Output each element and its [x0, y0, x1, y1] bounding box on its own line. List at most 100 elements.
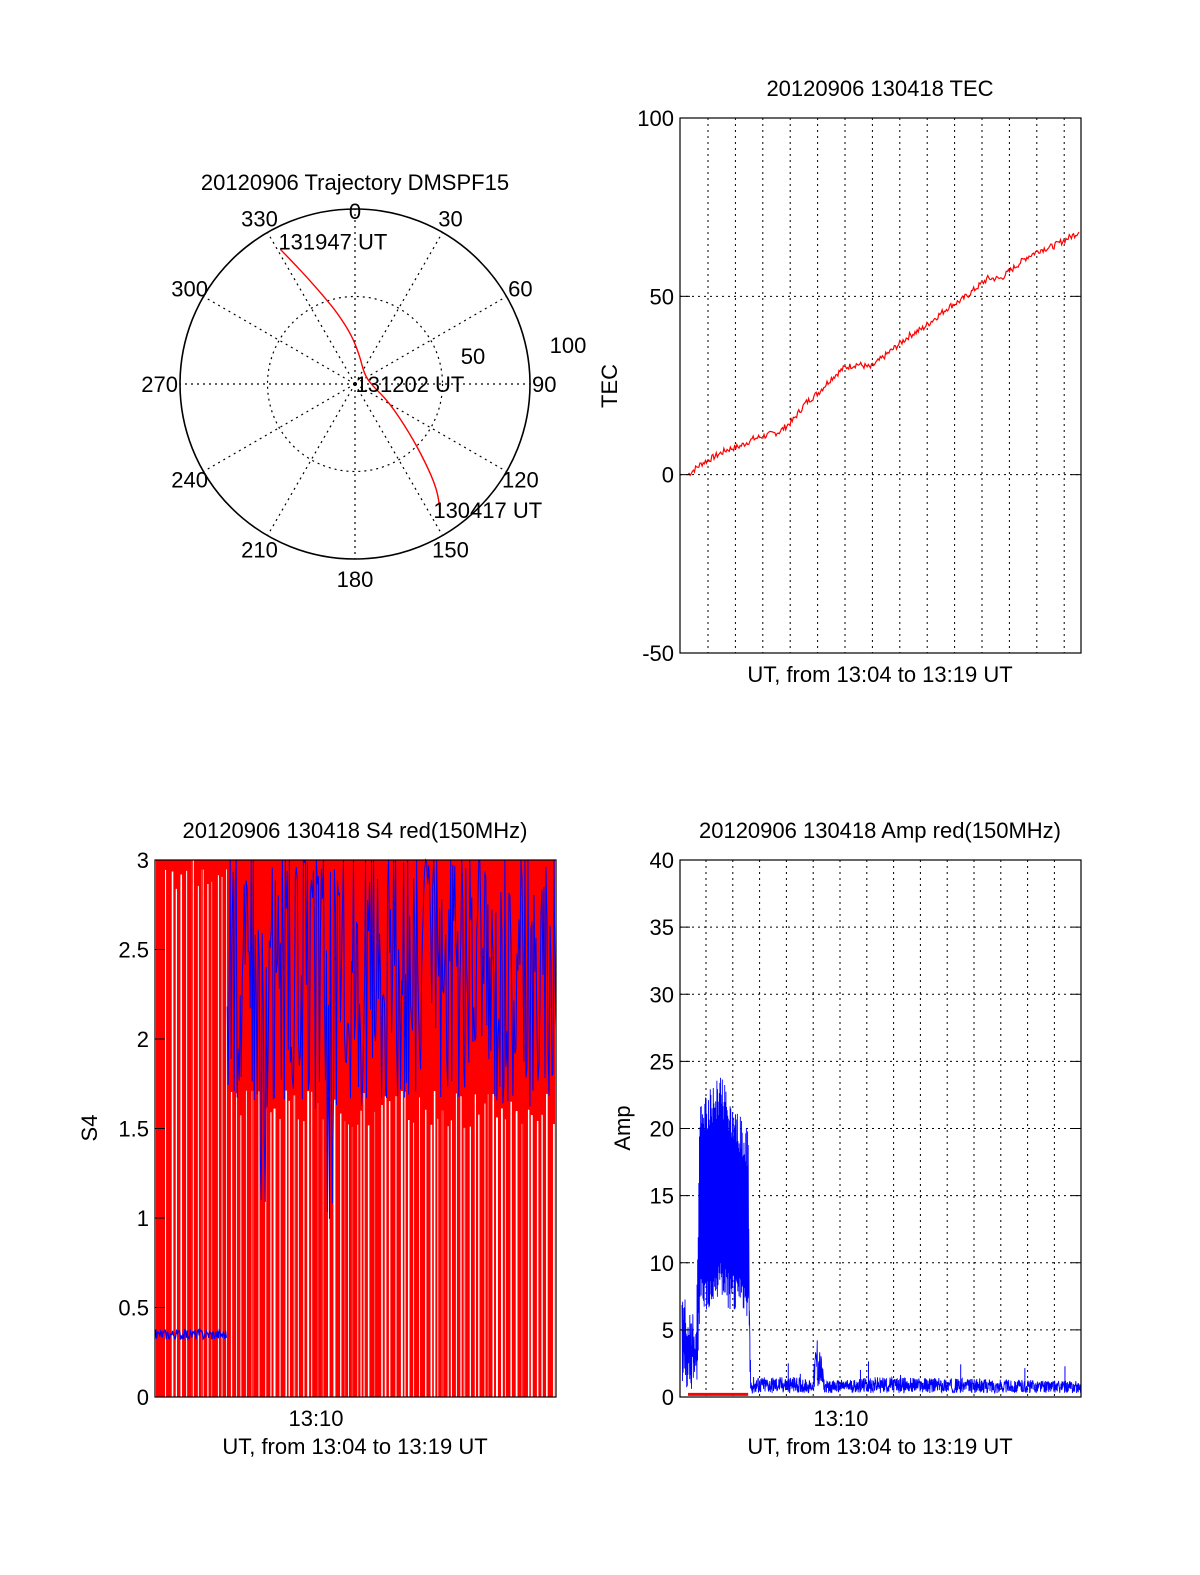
- s4-red-gap: [311, 1091, 313, 1397]
- tec-y-tick: -50: [642, 641, 674, 666]
- amp-y-tick-labels: 0 5 10 15 20 25 30 35 40: [650, 848, 1081, 1410]
- polar-spoke: [354, 295, 507, 385]
- amp-y-tick: 35: [650, 915, 674, 940]
- s4-red-gap: [515, 1110, 518, 1397]
- s4-x-tick: 13:10: [288, 1406, 343, 1431]
- s4-red-gap: [425, 1109, 427, 1397]
- s4-red-gap: [536, 1120, 539, 1397]
- amp-y-tick: 30: [650, 982, 674, 1007]
- s4-panel: 20120906 130418 S4 red(150MHz) 0 0.5 1 1.5 2…: [77, 818, 557, 1459]
- s4-red-gap: [236, 1093, 238, 1397]
- s4-red-gap: [226, 869, 227, 1397]
- s4-red-gap: [307, 1091, 310, 1397]
- s4-red-gap: [413, 1122, 415, 1397]
- s4-red-gap: [211, 881, 213, 1397]
- polar-radius-label: 50: [461, 344, 485, 369]
- tec-y-tick: 50: [650, 284, 674, 309]
- s4-red-gap: [395, 1096, 397, 1397]
- s4-y-axis-label: S4: [77, 1115, 102, 1142]
- polar-spoke: [354, 232, 444, 385]
- s4-red-gap: [221, 876, 223, 1397]
- s4-y-tick: 0.5: [118, 1296, 149, 1321]
- s4-red-gap: [447, 1126, 449, 1397]
- s4-red-gap: [360, 1110, 362, 1397]
- s4-red-gap: [495, 1117, 498, 1397]
- polar-azimuth-label: 120: [502, 468, 539, 493]
- s4-red-gap: [381, 1104, 383, 1397]
- s4-x-tick-labels: 13:10: [288, 1406, 343, 1431]
- s4-red-gap: [363, 1093, 366, 1397]
- s4-y-tick-labels: 0 0.5 1 1.5 2 2.5 3: [118, 848, 165, 1410]
- amp-y-tick: 5: [662, 1318, 674, 1343]
- polar-azimuth-label: 30: [438, 207, 462, 232]
- polar-spoke: [354, 383, 507, 473]
- s4-y-tick: 3: [137, 848, 149, 873]
- s4-red-gap: [474, 1094, 476, 1397]
- tec-series: [687, 231, 1080, 477]
- amp-panel: 20120906 130418 Amp red(150MHz) 0 5 10 15 20…: [610, 818, 1082, 1459]
- polar-azimuth-label: 210: [241, 537, 278, 562]
- tec-line: [687, 231, 1080, 477]
- s4-red-gap: [333, 1099, 336, 1397]
- amp-y-axis-label: Amp: [610, 1105, 635, 1150]
- polar-spoke: [203, 295, 356, 385]
- amp-y-tick: 15: [650, 1184, 674, 1209]
- s4-red-gap: [165, 869, 167, 1397]
- polar-spoke: [266, 383, 356, 536]
- amp-y-tick: 20: [650, 1117, 674, 1142]
- polar-grid: [179, 208, 531, 560]
- s4-red-gap: [239, 1115, 242, 1397]
- s4-title: 20120906 130418 S4 red(150MHz): [183, 818, 528, 843]
- s4-red-gap: [273, 1108, 276, 1397]
- tec-grid: [680, 118, 1081, 653]
- tec-y-tick: 0: [662, 463, 674, 488]
- s4-red-gap: [230, 1092, 233, 1397]
- polar-azimuth-label: 90: [532, 372, 556, 397]
- s4-red-gap: [433, 1091, 436, 1397]
- s4-red-gap: [460, 1096, 462, 1397]
- s4-red-gap: [501, 1108, 503, 1397]
- polar-trajectory-line: [279, 248, 441, 511]
- polar-azimuth-label: 330: [241, 207, 278, 232]
- s4-x-axis-label: UT, from 13:04 to 13:19 UT: [222, 1434, 487, 1459]
- amp-title: 20120906 130418 Amp red(150MHz): [699, 818, 1061, 843]
- tec-y-tick-labels: 100 50 0 -50: [637, 106, 1081, 666]
- polar-time-annotation: 131202 UT: [356, 372, 465, 397]
- amp-y-tick: 10: [650, 1251, 674, 1276]
- tec-y-tick: 100: [637, 106, 674, 131]
- s4-red-gap: [245, 1090, 247, 1397]
- amp-x-tick: 13:10: [813, 1406, 868, 1431]
- s4-blue-high: [226, 858, 557, 1219]
- polar-time-annotation: 131947 UT: [278, 229, 387, 254]
- amp-y-tick: 25: [650, 1049, 674, 1074]
- polar-annotations: 131947 UT 131202 UT 130417 UT: [278, 229, 542, 523]
- polar-azimuth-label: 270: [141, 372, 178, 397]
- s4-red-gap: [510, 1101, 512, 1397]
- polar-radius-label: 100: [550, 333, 587, 358]
- amp-x-axis-label: UT, from 13:04 to 13:19 UT: [747, 1434, 1012, 1459]
- tec-title: 20120906 130418 TEC: [766, 76, 993, 101]
- s4-red-gap: [527, 1109, 530, 1397]
- polar-spoke: [266, 232, 356, 385]
- s4-red-gap: [430, 1124, 433, 1397]
- s4-red-gap: [478, 1114, 480, 1397]
- s4-y-tick: 1.5: [118, 1117, 149, 1142]
- s4-y-tick: 0: [137, 1385, 149, 1410]
- s4-red-gap: [258, 1091, 260, 1397]
- tec-y-axis-label: TEC: [597, 364, 622, 408]
- s4-red-gap: [285, 1090, 287, 1397]
- polar-trajectory-panel: 20120906 Trajectory DMSPF15 0 30 60 90 120 15…: [141, 170, 586, 592]
- s4-red-gap: [171, 871, 174, 1397]
- s4-red-gap: [297, 1119, 299, 1397]
- polar-spoke: [203, 383, 356, 473]
- polar-azimuth-label: 240: [171, 468, 208, 493]
- polar-spoke: [354, 383, 444, 536]
- polar-azimuth-label: 180: [337, 567, 374, 592]
- tec-panel: 20120906 130418 TEC 100 50 0 -50 UT, from 1…: [597, 76, 1082, 687]
- s4-red-gap: [492, 1093, 495, 1397]
- amp-blue-line: [681, 1077, 1082, 1395]
- s4-red-gap: [270, 1112, 272, 1397]
- tec-plot-frame: [679, 117, 1082, 654]
- polar-title: 20120906 Trajectory DMSPF15: [201, 170, 509, 195]
